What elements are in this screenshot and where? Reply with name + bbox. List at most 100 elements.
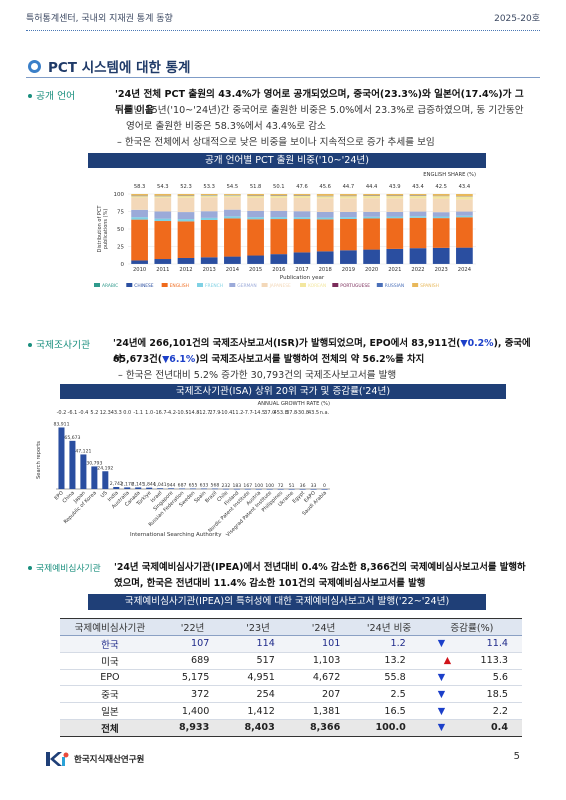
chart2-bar bbox=[146, 487, 153, 489]
chart1-bar-english bbox=[154, 221, 172, 260]
arrow-down-icon: ▼ bbox=[437, 722, 446, 734]
chart1-bar-japanese bbox=[224, 197, 241, 210]
chart1-legend-swatch bbox=[229, 283, 236, 287]
chart1-xtick: 2020 bbox=[365, 267, 378, 273]
chart1-legend-swatch bbox=[412, 283, 419, 287]
chart2-growth-label: 27.9 bbox=[209, 410, 220, 416]
chart1-english-share-label: 43.4 bbox=[412, 184, 424, 190]
chart2-value-label: 633 bbox=[200, 483, 209, 489]
chart2-value-label: 944 bbox=[167, 482, 176, 488]
cell-2022: 107 bbox=[159, 635, 226, 653]
chart1-bar-spanish bbox=[363, 194, 380, 196]
chart1-bar-english bbox=[386, 218, 404, 249]
chart1-english-share-label: 50.1 bbox=[273, 184, 285, 190]
chart2-bar bbox=[266, 488, 273, 490]
chart2-value-label: 65,673 bbox=[64, 435, 80, 441]
chart1-bar-japanese bbox=[270, 197, 288, 211]
cell-2022: 1,400 bbox=[159, 702, 226, 720]
chart2-value-label: 0 bbox=[323, 483, 326, 489]
cell-share: 55.8 bbox=[356, 669, 422, 687]
chart1-english-share-label: 44.4 bbox=[366, 184, 378, 190]
section-title-text: PCT 시스템에 대한 통계 bbox=[48, 60, 191, 76]
chart1-bar-korean bbox=[131, 196, 148, 198]
chart1-bar-korean bbox=[154, 196, 172, 198]
chart1-bar-english bbox=[293, 219, 311, 253]
arrow-up-icon: ▲ bbox=[443, 655, 452, 667]
chart2-xtick: EPO bbox=[53, 490, 64, 501]
bullet-dot-icon bbox=[28, 343, 32, 347]
chart2-bar bbox=[222, 488, 229, 490]
chart1-bar-chinese bbox=[409, 248, 427, 264]
chart2-bar bbox=[255, 488, 262, 490]
chart2-bar bbox=[91, 466, 98, 489]
chart2-value-label: 655 bbox=[189, 483, 198, 489]
chart1-bar-japanese bbox=[456, 199, 473, 212]
chart2-bar bbox=[124, 487, 131, 489]
chart1-bar-english bbox=[363, 218, 380, 250]
chart1-ytick: 50 bbox=[117, 227, 124, 233]
chart2-growth-label: -14.8 bbox=[187, 410, 200, 416]
chart2-value-label: 100 bbox=[265, 483, 274, 489]
chart2-value-label: 568 bbox=[211, 483, 220, 489]
table-row: 전체 8,933 8,403 8,366 100.0 ▼ 0.4 bbox=[60, 718, 522, 737]
chart1-bar-english bbox=[316, 219, 334, 252]
chart2-growth-label: -16.7 bbox=[154, 410, 167, 416]
cell-2024: 1,103 bbox=[290, 652, 357, 670]
chart2-value-label: 2,145 bbox=[132, 481, 145, 487]
cell-share: 13.2 bbox=[356, 652, 422, 670]
chart1-bar-chinese bbox=[293, 252, 311, 264]
chart2-growth-label: -7.7 bbox=[243, 410, 253, 416]
arrow-down-icon: ▼ bbox=[437, 688, 446, 700]
cell-2024: 1,381 bbox=[290, 702, 357, 720]
chart2-bar bbox=[69, 440, 76, 489]
chart1-legend-swatch bbox=[161, 283, 168, 287]
cell-2023: 517 bbox=[225, 652, 291, 670]
cell-2024: 4,672 bbox=[290, 669, 357, 687]
chart1-ytick: 0 bbox=[121, 262, 125, 268]
chart1-legend-arabic: ARABIC bbox=[102, 283, 118, 289]
chart1-bar-french bbox=[456, 215, 473, 218]
chart1-xtick: 2021 bbox=[388, 267, 401, 273]
chart1-xtick: 2011 bbox=[156, 267, 169, 273]
chart1-bar-english bbox=[247, 219, 264, 256]
chart1-bar-english bbox=[270, 219, 288, 255]
chart1-bar-english bbox=[224, 218, 241, 257]
th-2024: '24년 bbox=[290, 618, 357, 636]
arrow-down-icon: ▼ bbox=[437, 638, 446, 650]
chart1-bar-korean bbox=[200, 195, 218, 198]
chart1-bar-chinese bbox=[177, 257, 195, 264]
chart1-english-share-label: 51.8 bbox=[250, 184, 262, 190]
language-sub2: – 한국은 전체에서 상대적으로 낮은 비중을 보이나 지속적으로 증가 추세를… bbox=[117, 137, 435, 148]
chart2-value-label: 83,911 bbox=[53, 421, 69, 427]
chart1-bar-german bbox=[177, 212, 195, 220]
chart2-growth-label: -11.2 bbox=[230, 410, 243, 416]
cell-share: 100.0 bbox=[356, 718, 422, 737]
chart1-bar-german bbox=[224, 209, 241, 217]
chart2-bar bbox=[179, 488, 186, 490]
chart2-growth-label: -12.7 bbox=[197, 410, 210, 416]
chart2-bar bbox=[310, 488, 317, 490]
chart1-ytick: 100 bbox=[114, 192, 125, 198]
chart1-bar-chinese bbox=[200, 257, 218, 264]
chart1-bar-chinese bbox=[363, 249, 380, 264]
chart1-bar-english bbox=[409, 217, 427, 249]
chart2-bar bbox=[102, 471, 109, 489]
cell-2023: 8,403 bbox=[225, 718, 291, 737]
chart2-xlabel: International Searching Authority bbox=[130, 532, 222, 538]
chart1-bar-french bbox=[154, 218, 172, 222]
chart1-bar-english bbox=[432, 218, 450, 248]
chart1-english-share-label: 54.3 bbox=[157, 184, 169, 190]
chart1-xtick: 2015 bbox=[249, 267, 262, 273]
chart1-bar-german bbox=[363, 211, 380, 217]
th-rate: 증감률(%) bbox=[421, 618, 522, 636]
cell-authority: 중국 bbox=[60, 685, 160, 704]
isa-search-reports-chart: ANNUAL GROWTH RATE (%) Search reports 83,9… bbox=[30, 399, 536, 541]
chart2-value-label: 30,793 bbox=[86, 460, 102, 466]
language-share-chart: ENGLISH SHARE (%) 0 25 50 75 100 Distribution … bbox=[88, 168, 486, 292]
cell-2023: 114 bbox=[225, 635, 291, 653]
section-title: PCT 시스템에 대한 통계 bbox=[28, 56, 190, 76]
chart1-bar-french bbox=[409, 216, 427, 218]
th-share: '24년 비중 bbox=[356, 618, 422, 636]
chart2-bar bbox=[277, 488, 284, 490]
chart2-growth-label: 37.8 bbox=[286, 410, 297, 416]
